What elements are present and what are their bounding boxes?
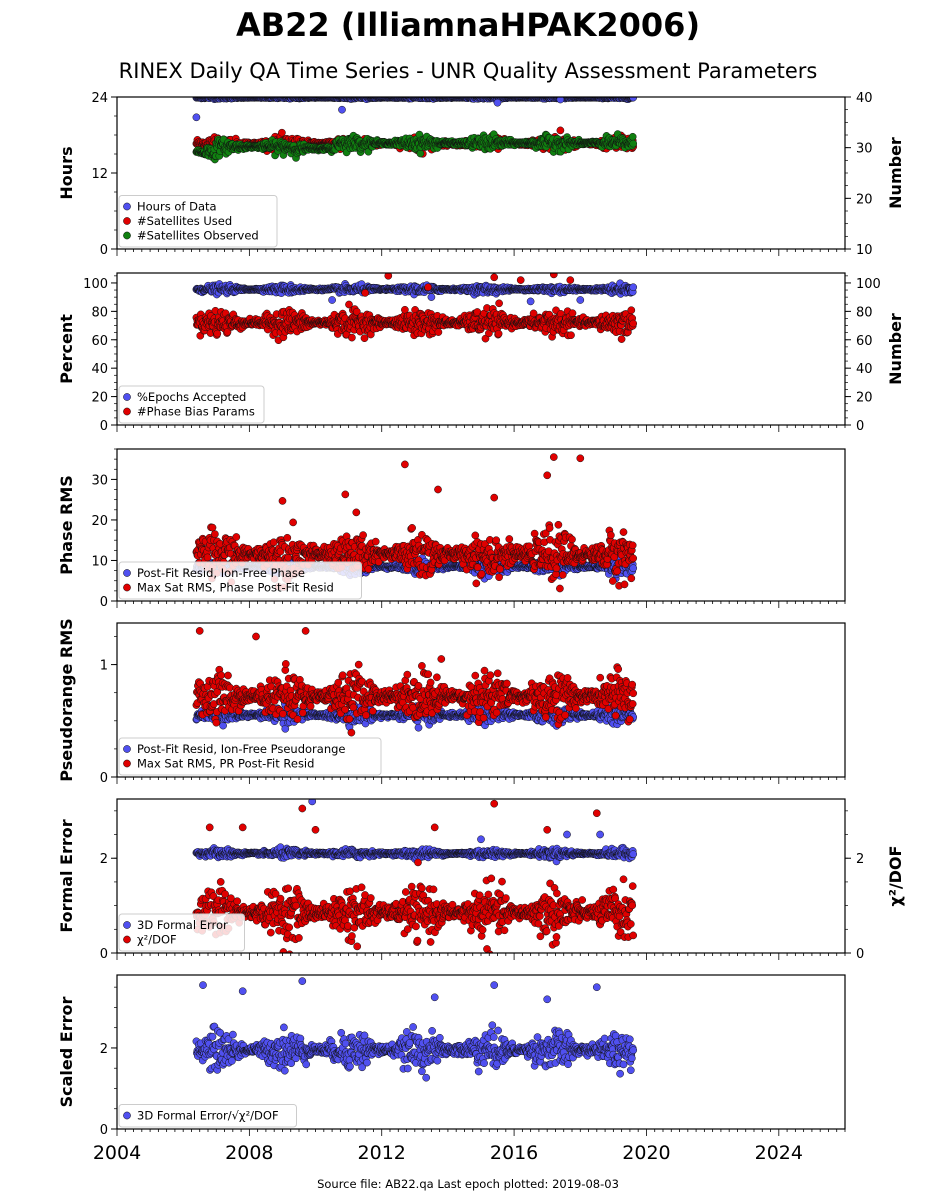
outlier-point — [328, 296, 336, 304]
outlier-point — [384, 273, 393, 280]
legend-marker — [123, 231, 131, 240]
y-tick-label: 0 — [100, 419, 108, 434]
outlier-point — [556, 97, 565, 104]
y2-tick-label: 20 — [856, 391, 873, 406]
series-0 — [192, 97, 638, 122]
data-point — [494, 329, 503, 338]
y-axis-label: Hours — [57, 146, 76, 199]
outlier-point — [424, 283, 432, 292]
y2-axis-label: Number — [886, 137, 905, 209]
data-point — [360, 334, 369, 343]
y2-tick-label: 30 — [856, 142, 873, 157]
outlier-point — [526, 297, 535, 306]
data-point — [213, 329, 222, 338]
outlier-point — [192, 113, 201, 122]
y-tick-label: 0 — [100, 243, 108, 258]
panel-percent-phasebias: 0 20 40 60 80 100 Percent 0 20 40 60 80 100 Number %Ep… — [57, 272, 905, 434]
data-point — [629, 139, 638, 148]
legend-marker — [123, 393, 131, 401]
series-2 — [192, 130, 638, 164]
outlier-point — [338, 105, 346, 114]
y2-tick-label: 40 — [856, 362, 873, 377]
data-point — [628, 132, 637, 141]
y-tick-label: 40 — [91, 362, 108, 377]
legend-box — [118, 385, 265, 424]
outlier-point — [549, 273, 558, 279]
data-point — [345, 300, 353, 309]
outlier-point — [566, 276, 575, 284]
outlier-point — [427, 293, 436, 301]
data-point — [567, 331, 575, 340]
legend-box — [118, 195, 278, 248]
markers-percent-phasebias — [192, 273, 638, 345]
legend-entry: #Phase Bias Params — [137, 405, 255, 419]
outlier-point — [556, 126, 565, 135]
outlier-point — [490, 273, 499, 282]
outlier-point — [516, 276, 525, 284]
y-tick-label: 60 — [91, 334, 108, 349]
figure-subtitle: RINEX Daily QA Time Series - UNR Quality… — [119, 59, 818, 83]
data-point — [568, 309, 577, 318]
data-point — [495, 299, 503, 308]
series-0 — [192, 279, 638, 306]
series-1 — [192, 273, 638, 345]
outlier-point — [361, 289, 370, 297]
legend-entry: #Satellites Observed — [137, 229, 259, 243]
y-tick-label: 12 — [91, 167, 108, 182]
figure-title: AB22 (IlliamnaHPAK2006) — [236, 6, 700, 44]
legend-entry: Hours of Data — [137, 200, 217, 214]
y2-tick-label: 0 — [856, 419, 864, 434]
y2-tick-label: 40 — [856, 91, 873, 106]
data-point — [416, 149, 425, 158]
y-tick-label: 20 — [91, 391, 108, 406]
legend-entry: #Satellites Used — [137, 214, 232, 228]
data-point — [352, 307, 361, 316]
outlier-point — [493, 98, 502, 107]
data-point — [627, 306, 636, 315]
legend-marker — [123, 217, 131, 225]
markers-hours-satellites — [192, 97, 638, 164]
data-point — [629, 283, 638, 292]
data-point — [278, 128, 286, 137]
y2-tick-label: 100 — [856, 277, 881, 292]
outlier-point — [576, 296, 585, 304]
data-point — [629, 319, 638, 328]
legend-marker — [123, 202, 131, 211]
y-axis-label: Percent — [57, 314, 76, 384]
y2-tick-label: 80 — [856, 305, 873, 320]
y2-tick-label: 10 — [856, 243, 873, 258]
y2-axis-label: Number — [886, 313, 905, 385]
legend-entry: %Epochs Accepted — [137, 390, 246, 404]
legend: Hours of Data#Satellites Used#Satellites… — [118, 195, 278, 248]
data-point — [617, 335, 626, 343]
y-tick-label: 100 — [83, 277, 108, 292]
y-tick-label: 24 — [91, 91, 108, 106]
data-point — [434, 328, 443, 336]
data-point — [348, 333, 356, 342]
legend-marker — [123, 407, 131, 416]
legend: %Epochs Accepted#Phase Bias Params — [118, 385, 265, 424]
data-point — [529, 309, 538, 318]
y2-tick-label: 20 — [856, 192, 873, 207]
y-tick-label: 80 — [91, 305, 108, 320]
y2-tick-label: 60 — [856, 334, 873, 349]
